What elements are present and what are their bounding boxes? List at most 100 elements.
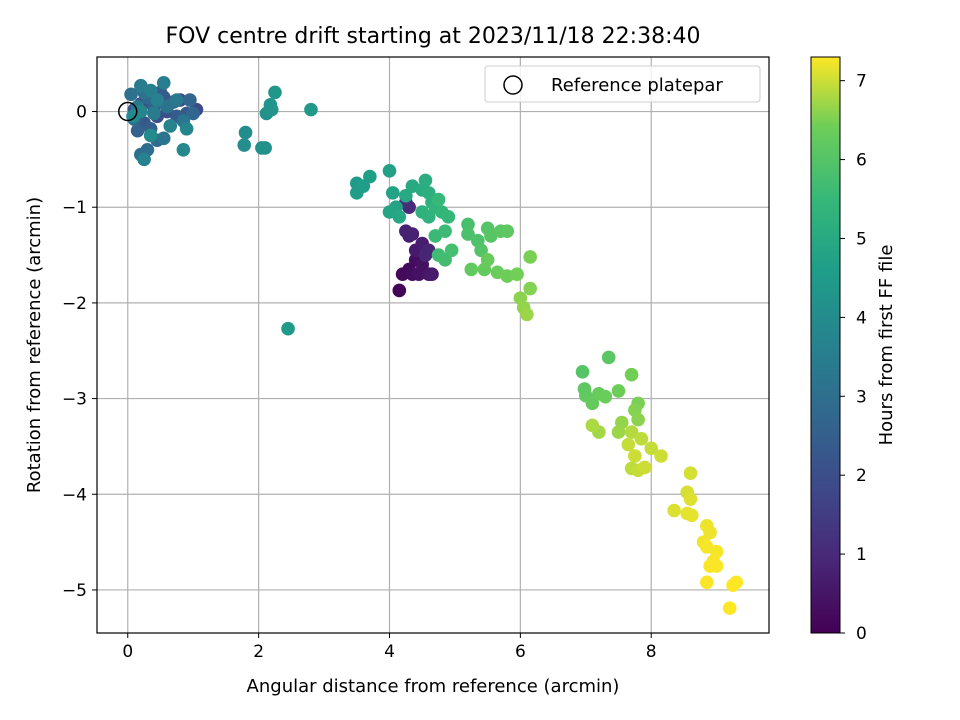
data-point (598, 389, 613, 404)
data-point (150, 93, 164, 107)
data-point (683, 466, 698, 481)
data-point (585, 396, 600, 411)
colorbar-ticks: 0 1 2 3 4 5 6 7 (840, 72, 867, 644)
reference-marker (118, 101, 138, 122)
data-point (684, 508, 699, 523)
data-point (575, 364, 590, 379)
colorbar-tick-label: 0 (856, 624, 867, 644)
y-tick-label: −2 (62, 294, 87, 314)
data-point (304, 102, 318, 117)
data-point (363, 169, 377, 184)
data-point (176, 143, 191, 157)
data-point (461, 217, 475, 232)
y-tick-label: −1 (62, 198, 87, 218)
data-point (438, 253, 452, 267)
data-point (637, 460, 652, 475)
data-point (601, 350, 616, 365)
data-point (611, 425, 626, 439)
data-point (385, 186, 400, 200)
plot-area: 0 2 4 6 8 0 −1 −2 −3 −4 −5 (62, 56, 770, 662)
data-point (156, 76, 171, 90)
data-point (237, 138, 252, 152)
data-point (500, 224, 515, 238)
data-point (444, 243, 459, 258)
x-tick-label: 2 (253, 642, 264, 662)
data-point (170, 93, 184, 107)
data-point (137, 152, 151, 167)
x-tick-label: 4 (384, 642, 395, 662)
data-point (147, 106, 161, 121)
data-point (585, 418, 600, 433)
data-point (654, 449, 668, 463)
plot-frame (96, 56, 770, 634)
data-point (480, 253, 495, 267)
x-tick-label: 8 (646, 642, 657, 662)
data-point (624, 425, 639, 439)
data-point (183, 93, 197, 107)
colorbar-tick-label: 6 (856, 151, 867, 171)
x-tick-label: 6 (515, 642, 526, 662)
data-point (667, 503, 681, 518)
data-point (726, 578, 740, 592)
data-point (621, 437, 636, 452)
colorbar-tick-label: 7 (856, 72, 867, 92)
data-point (631, 412, 645, 427)
data-point (263, 98, 278, 112)
data-point (281, 321, 295, 336)
data-point (634, 431, 649, 446)
colorbar: 0 1 2 3 4 5 6 7 (810, 56, 867, 644)
data-point (156, 131, 171, 146)
data-point (722, 601, 737, 615)
data-point (186, 106, 200, 121)
colorbar-label: Hours from first FF file (876, 245, 897, 446)
data-point (124, 87, 138, 102)
data-point (464, 262, 479, 277)
reference-platepar-point (118, 101, 138, 122)
y-axis-label: Rotation from reference (arcmin) (24, 197, 45, 493)
data-point (611, 384, 626, 398)
y-tick-label: 0 (76, 103, 87, 123)
x-tick-label: 0 (122, 642, 133, 662)
scatter-points (124, 76, 744, 615)
colorbar-gradient (810, 56, 841, 634)
x-axis-label: Angular distance from reference (arcmin) (247, 676, 620, 697)
data-point (143, 83, 158, 98)
legend: Reference platepar (484, 65, 761, 103)
plot-background (97, 57, 769, 633)
y-tick-label: −3 (62, 390, 87, 410)
data-point (700, 575, 714, 590)
data-point (143, 128, 158, 143)
data-point (703, 559, 717, 573)
data-point (431, 192, 446, 207)
data-point (399, 188, 413, 203)
legend-entry-reference: Reference platepar (551, 75, 723, 96)
data-point (441, 209, 456, 224)
data-point (438, 224, 452, 238)
chart-title: FOV centre drift starting at 2023/11/18 … (166, 24, 701, 49)
data-point (356, 179, 371, 193)
legend-box (484, 65, 761, 103)
data-point (523, 250, 537, 264)
data-point (392, 283, 407, 298)
data-point (382, 164, 397, 178)
data-point (523, 281, 537, 296)
data-point (179, 121, 194, 136)
data-point (130, 123, 145, 138)
data-point (405, 227, 420, 241)
data-point (163, 119, 178, 133)
colorbar-tick-label: 5 (856, 229, 867, 249)
data-point (425, 267, 439, 281)
data-point (392, 209, 407, 224)
colorbar-tick-label: 2 (856, 466, 867, 486)
data-point (461, 227, 475, 241)
data-point (703, 525, 717, 540)
legend-marker (503, 75, 523, 95)
data-point (644, 441, 659, 456)
data-point (268, 85, 282, 100)
data-point (160, 99, 174, 114)
y-tick-label: −5 (62, 581, 87, 601)
data-point (238, 125, 253, 140)
data-point (421, 209, 436, 224)
data-point (520, 307, 534, 322)
